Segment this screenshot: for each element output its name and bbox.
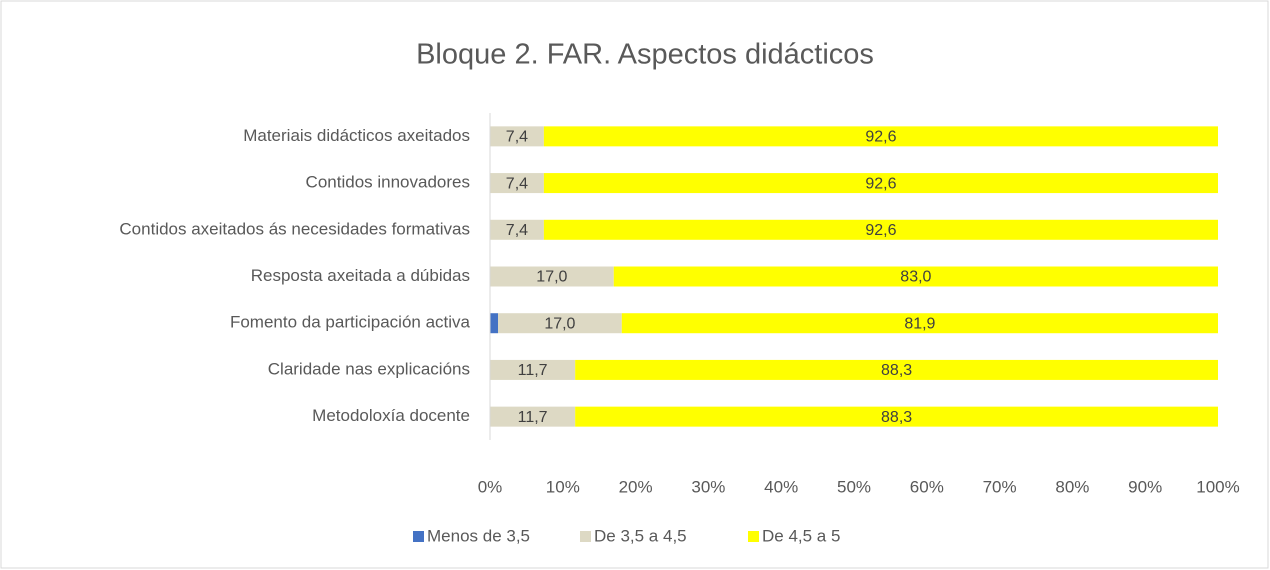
bar-segment	[490, 359, 576, 380]
bar-segment	[543, 126, 1218, 147]
x-tick-label: 70%	[983, 477, 1017, 496]
y-tick-label: Contidos innovadores	[306, 173, 470, 192]
y-tick-label: Metodoloxía docente	[312, 406, 470, 425]
bar-segment	[490, 173, 544, 194]
y-tick-label: Claridade nas explicacións	[268, 359, 470, 378]
x-tick-label: 90%	[1128, 477, 1162, 496]
value-label: 17,0	[536, 269, 567, 286]
chart-title: Bloque 2. FAR. Aspectos didácticos	[416, 39, 874, 71]
y-tick-label: Contidos axeitados ás necesidades format…	[119, 219, 470, 238]
value-label: 7,4	[506, 222, 528, 239]
bar-segment	[543, 173, 1218, 194]
y-tick-label: Fomento da participación activa	[230, 313, 471, 332]
x-tick-label: 80%	[1055, 477, 1089, 496]
legend-swatch	[413, 531, 424, 542]
value-label: 11,7	[518, 409, 548, 426]
value-label: 92,6	[865, 175, 896, 192]
legend-swatch	[748, 531, 759, 542]
bar-segment	[575, 359, 1218, 380]
x-tick-label: 40%	[764, 477, 798, 496]
bar-segment	[490, 406, 576, 427]
bar-segment	[543, 219, 1218, 240]
legend-label: Menos de 3,5	[427, 526, 530, 545]
bar-segment	[490, 126, 544, 147]
value-label: 81,9	[904, 315, 935, 332]
x-tick-label: 60%	[910, 477, 944, 496]
bar-segment	[613, 266, 1218, 287]
value-label: 92,6	[865, 222, 896, 239]
value-label: 7,4	[506, 175, 528, 192]
x-tick-label: 10%	[546, 477, 580, 496]
x-tick-label: 50%	[837, 477, 871, 496]
bar-segment	[490, 266, 614, 287]
x-tick-label: 20%	[619, 477, 653, 496]
legend-label: De 3,5 a 4,5	[594, 526, 687, 545]
legend-swatch	[580, 531, 591, 542]
y-tick-label: Materiais didácticos axeitados	[243, 126, 470, 145]
y-tick-label: Resposta axeitada a dúbidas	[251, 266, 470, 285]
value-label: 88,3	[881, 409, 912, 426]
bar-segment	[490, 313, 499, 334]
legend-label: De 4,5 a 5	[762, 526, 840, 545]
value-label: 92,6	[865, 129, 896, 146]
value-label: 7,4	[506, 129, 528, 146]
x-tick-label: 100%	[1196, 477, 1239, 496]
x-tick-label: 30%	[691, 477, 725, 496]
value-label: 17,0	[544, 315, 575, 332]
value-label: 11,7	[518, 362, 548, 379]
bar-segment	[490, 219, 544, 240]
bar-segment	[621, 313, 1218, 334]
x-tick-label: 0%	[478, 477, 503, 496]
value-label: 83,0	[900, 269, 931, 286]
bar-segment	[498, 313, 622, 334]
value-label: 88,3	[881, 362, 912, 379]
bar-segment	[575, 406, 1218, 427]
